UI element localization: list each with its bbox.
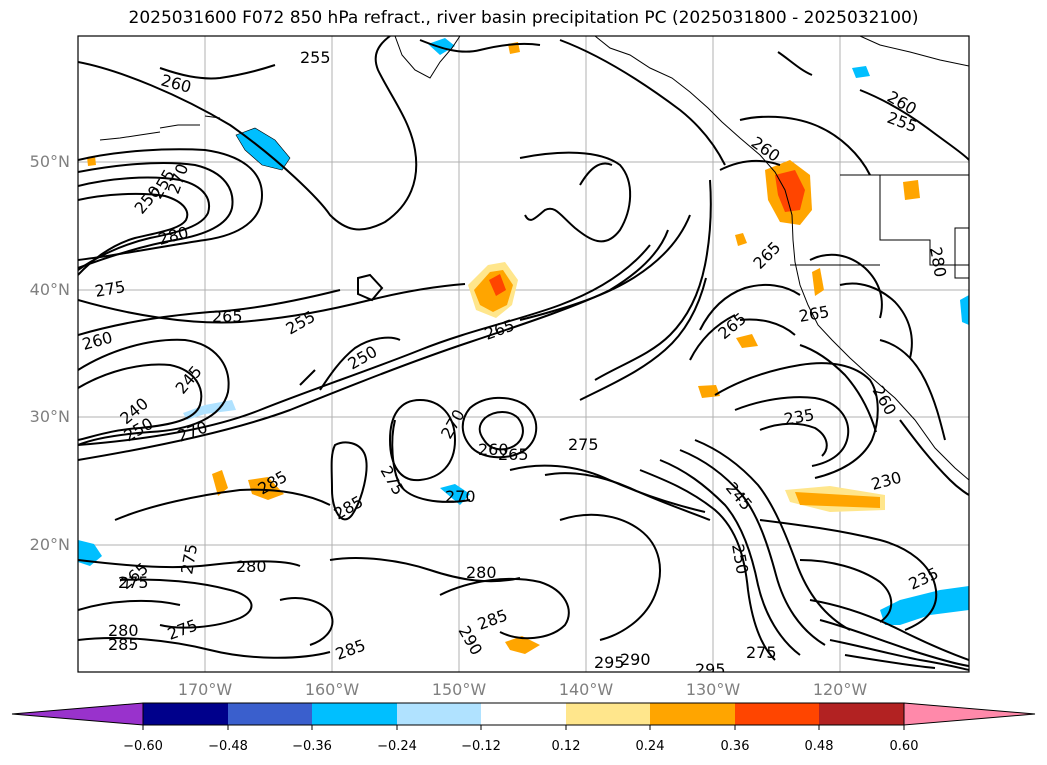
lat-label-50n: 50°N	[29, 152, 70, 171]
lon-label-120w: 120°W	[812, 680, 868, 699]
contour-label: 285	[108, 635, 139, 654]
contour-label: 275	[118, 573, 149, 592]
contour-label: 260	[478, 440, 509, 459]
precip-shading	[78, 38, 969, 654]
contour-label: 265	[498, 445, 529, 464]
colorbar-segment	[650, 703, 735, 725]
colorbar-segment	[397, 703, 481, 725]
colorbar-segment	[143, 703, 228, 725]
contour-label: 280	[108, 621, 139, 640]
contour-label: 270	[445, 487, 476, 506]
map-title: 2025031600 F072 850 hPa refract., river …	[128, 8, 919, 28]
colorbar-tick: 0.48	[804, 739, 834, 754]
colorbar-extend-high	[903, 702, 1036, 726]
contour-label: 280	[236, 557, 267, 576]
colorbar-segment	[481, 703, 566, 725]
lon-label-140w: 140°W	[558, 680, 614, 699]
colorbar-tick: 0.36	[720, 739, 750, 754]
colorbar-tick: 0.60	[889, 739, 919, 754]
contour-label: 280	[466, 563, 497, 582]
map-panel: 255 260 260 255 260 250 255 270 280 275 …	[77, 35, 970, 679]
contour-label-group: 255 260 260 255 260 250 255 270 280 275 …	[80, 48, 950, 679]
colorbar-segment	[312, 703, 397, 725]
colorbar-tick: 0.24	[635, 739, 665, 754]
contour-label: 290	[620, 650, 651, 669]
colorbar-segment	[228, 703, 312, 725]
colorbar-segment	[735, 703, 819, 725]
colorbar-tick: −0.60	[123, 739, 163, 754]
colorbar-extend-low	[11, 702, 144, 726]
colorbar-tick: −0.24	[377, 739, 417, 754]
contour-label: 275	[746, 643, 777, 662]
refractivity-contours	[78, 36, 969, 671]
coastlines	[99, 36, 969, 481]
lat-label-30n: 30°N	[29, 407, 70, 426]
lon-label-150w: 150°W	[431, 680, 487, 699]
colorbar-segment	[819, 703, 904, 725]
lat-label-40n: 40°N	[29, 280, 70, 299]
contour-label: 265	[212, 307, 243, 326]
colorbar-tick: −0.12	[461, 739, 501, 754]
lon-label-170w: 170°W	[177, 680, 233, 699]
contour-label: 295	[594, 653, 625, 672]
lat-label-20n: 20°N	[29, 535, 70, 554]
contour-label: 255	[300, 48, 331, 67]
gridlines	[78, 36, 969, 672]
colorbar-tick: −0.48	[208, 739, 248, 754]
lon-label-160w: 160°W	[304, 680, 360, 699]
colorbar-segment	[566, 703, 650, 725]
contour-label: 275	[568, 435, 599, 454]
colorbar-tick: −0.36	[292, 739, 332, 754]
lon-label-130w: 130°W	[685, 680, 741, 699]
contour-label: 295	[695, 660, 726, 679]
colorbar-tick: 0.12	[551, 739, 581, 754]
